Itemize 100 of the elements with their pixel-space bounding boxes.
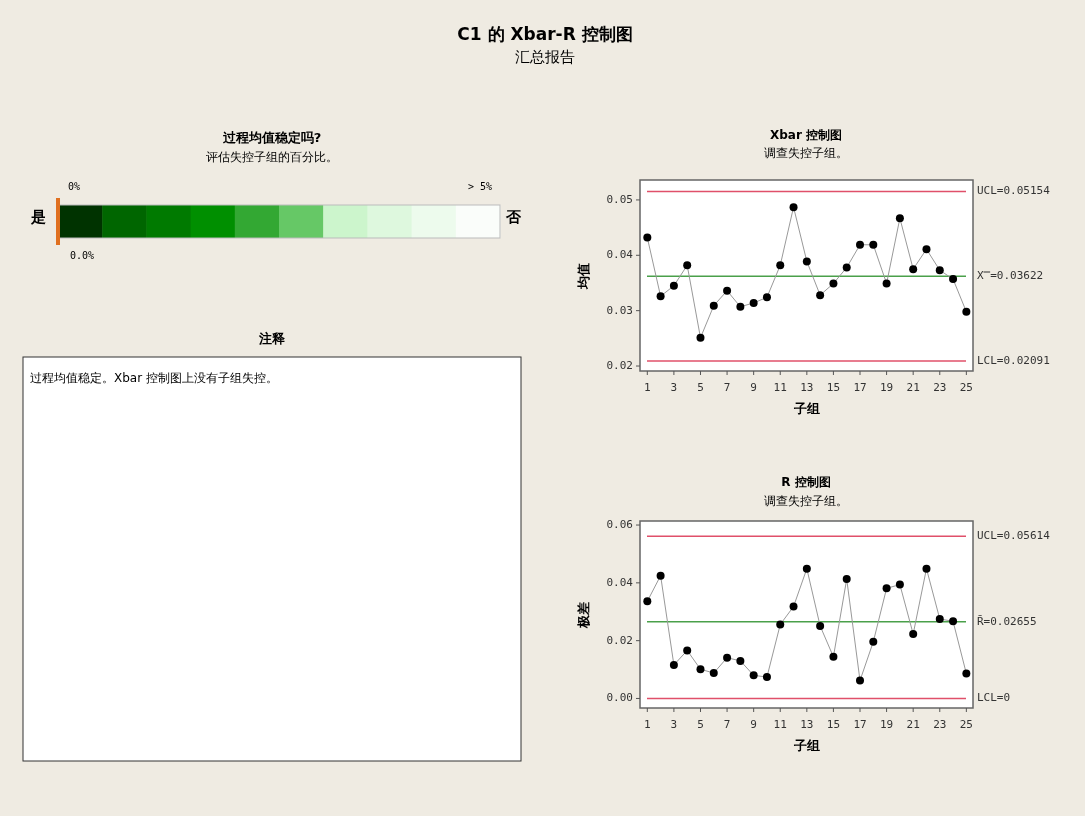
point bbox=[683, 646, 692, 655]
x-tick-label: 11 bbox=[773, 381, 787, 394]
x-tick-label: 19 bbox=[879, 718, 894, 731]
x-tick-label: 21 bbox=[906, 381, 920, 394]
y-tick-label: 0.05 bbox=[606, 192, 633, 206]
point bbox=[922, 564, 931, 573]
point bbox=[895, 580, 904, 589]
point bbox=[736, 302, 745, 311]
ref-line-label: UCL=0.05154 bbox=[977, 184, 1051, 198]
x-tick-label: 5 bbox=[697, 718, 704, 731]
text: 是 bbox=[30, 208, 46, 226]
x-tick-label: 7 bbox=[723, 381, 731, 394]
y-axis-title: 极差 bbox=[576, 601, 591, 629]
text: 评估失控子组的百分比。 bbox=[206, 150, 338, 164]
x-tick-label: 17 bbox=[853, 718, 867, 731]
y-tick-label: 0.04 bbox=[606, 575, 634, 589]
point bbox=[683, 261, 692, 270]
x-tick-label: 23 bbox=[933, 381, 947, 394]
point bbox=[762, 293, 771, 302]
x-axis-title: 子组 bbox=[792, 738, 820, 753]
point bbox=[749, 671, 758, 680]
y-tick-label: 0.04 bbox=[606, 248, 634, 262]
point bbox=[962, 669, 971, 678]
point bbox=[816, 621, 825, 630]
x-tick-label: 13 bbox=[800, 381, 814, 394]
point bbox=[669, 281, 678, 290]
point bbox=[856, 240, 865, 249]
point bbox=[802, 257, 811, 266]
point bbox=[776, 261, 785, 270]
point bbox=[935, 614, 944, 623]
text: 过程均值稳定吗? bbox=[221, 130, 322, 145]
point bbox=[789, 203, 798, 212]
point bbox=[895, 214, 904, 223]
x-tick-label: 17 bbox=[853, 381, 867, 394]
y-tick-label: 0.02 bbox=[606, 359, 633, 373]
x-tick-label: 1 bbox=[644, 381, 651, 394]
text: 过程均值稳定。Xbar 控制图上没有子组失控。 bbox=[30, 371, 278, 385]
y-axis-title: 均值 bbox=[576, 262, 591, 290]
text: 否 bbox=[505, 208, 522, 226]
point bbox=[723, 653, 732, 662]
point bbox=[935, 266, 944, 275]
point bbox=[643, 597, 652, 606]
point bbox=[842, 575, 851, 584]
text: 注释 bbox=[258, 331, 286, 346]
point bbox=[736, 656, 745, 665]
x-tick-label: 19 bbox=[879, 381, 894, 394]
x-tick-label: 13 bbox=[800, 718, 814, 731]
x-tick-label: 5 bbox=[697, 381, 704, 394]
point bbox=[696, 333, 705, 342]
x-tick-label: 15 bbox=[826, 381, 841, 394]
point bbox=[829, 279, 838, 288]
point bbox=[909, 265, 918, 274]
point bbox=[882, 584, 891, 593]
x-tick-label: 15 bbox=[826, 718, 841, 731]
point bbox=[709, 669, 718, 678]
point bbox=[709, 301, 718, 310]
chart-subtitle: 调查失控子组。 bbox=[764, 494, 848, 508]
point bbox=[643, 233, 652, 242]
x-tick-label: 9 bbox=[750, 718, 757, 731]
y-tick-label: 0.02 bbox=[606, 633, 633, 647]
x-tick-label: 21 bbox=[906, 718, 920, 731]
point bbox=[949, 617, 958, 626]
x-tick-label: 3 bbox=[670, 381, 678, 394]
point bbox=[762, 673, 771, 682]
text: > 5% bbox=[467, 181, 492, 192]
x-tick-label: 9 bbox=[750, 381, 757, 394]
x-tick-label: 7 bbox=[723, 718, 731, 731]
x-tick-label: 23 bbox=[933, 718, 947, 731]
y-tick-label: 0.06 bbox=[606, 518, 633, 532]
point bbox=[962, 307, 971, 316]
point bbox=[949, 275, 958, 284]
chart-subtitle: 调查失控子组。 bbox=[764, 146, 848, 160]
point bbox=[749, 298, 758, 307]
chart-title: R 控制图 bbox=[781, 475, 831, 489]
x-tick-label: 25 bbox=[959, 381, 973, 394]
point bbox=[789, 602, 798, 611]
ref-line-label: UCL=0.05614 bbox=[977, 529, 1051, 543]
x-tick-label: 11 bbox=[773, 718, 787, 731]
point bbox=[776, 620, 785, 629]
point bbox=[882, 279, 891, 288]
point bbox=[909, 630, 918, 639]
point bbox=[669, 660, 678, 669]
point bbox=[656, 571, 665, 580]
point bbox=[816, 291, 825, 300]
point bbox=[829, 652, 838, 661]
text: 0.0% bbox=[70, 250, 95, 261]
point bbox=[842, 263, 851, 272]
point bbox=[696, 665, 705, 674]
ref-line-label: LCL=0 bbox=[977, 691, 1011, 705]
ref-line-label: R̄=0.02655 bbox=[977, 614, 1037, 628]
point bbox=[922, 245, 931, 254]
chart-title: Xbar 控制图 bbox=[769, 128, 843, 142]
y-tick-label: 0.03 bbox=[606, 303, 633, 317]
point bbox=[869, 637, 878, 646]
ref-line-label: LCL=0.02091 bbox=[977, 353, 1050, 367]
x-tick-label: 1 bbox=[644, 718, 651, 731]
point bbox=[856, 676, 865, 685]
text: 0% bbox=[68, 181, 81, 192]
text: 汇总报告 bbox=[515, 48, 575, 66]
x-axis-title: 子组 bbox=[792, 401, 820, 416]
